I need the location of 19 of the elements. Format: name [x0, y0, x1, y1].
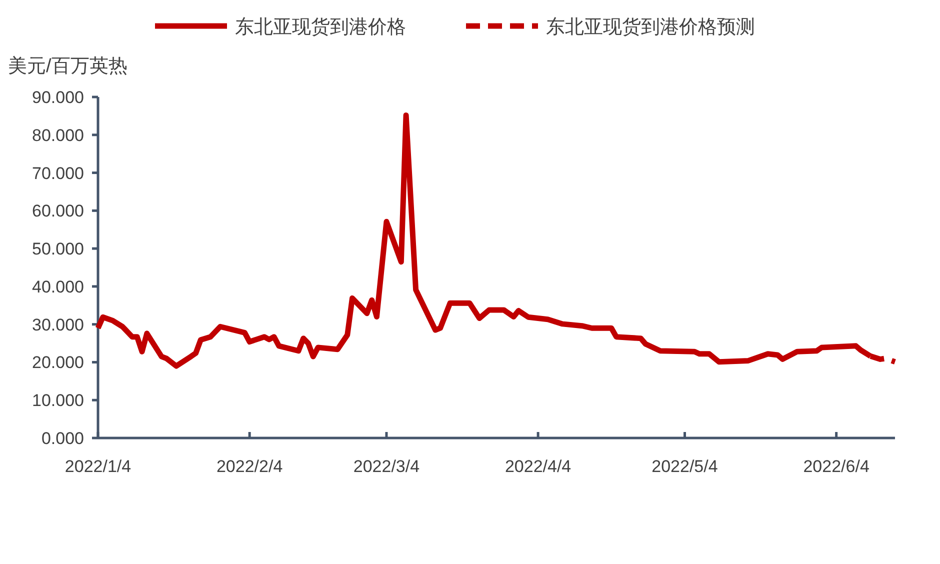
x-tick-label: 2022/6/4 — [803, 457, 870, 476]
legend-label: 东北亚现货到港价格预测 — [546, 17, 755, 38]
y-tick-label: 80.000 — [32, 126, 84, 145]
y-tick-label: 0.000 — [41, 429, 84, 448]
x-tick-label: 2022/1/4 — [64, 457, 132, 476]
x-tick-label: 2022/5/4 — [652, 457, 718, 476]
y-tick-label: 30.000 — [32, 315, 84, 334]
x-tick-label: 2022/2/4 — [216, 457, 283, 476]
x-tick-label: 2022/3/4 — [353, 457, 420, 476]
y-tick-label: 50.000 — [32, 240, 84, 259]
legend-label: 东北亚现货到港价格 — [235, 17, 406, 38]
y-tick-label: 70.000 — [32, 164, 84, 183]
y-tick-label: 60.000 — [32, 202, 84, 221]
y-tick-label: 20.000 — [32, 353, 84, 372]
y-tick-label: 10.000 — [32, 391, 84, 410]
x-tick-label: 2022/4/4 — [504, 457, 572, 476]
y-tick-label: 40.000 — [32, 277, 84, 296]
y-axis-title: 美元/百万英热 — [8, 55, 128, 77]
y-tick-label: 90.000 — [32, 88, 84, 107]
